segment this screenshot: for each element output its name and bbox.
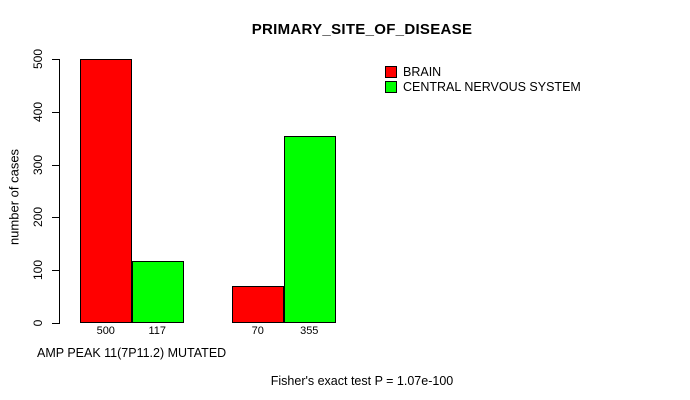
legend-label-central-nervous-system: CENTRAL NERVOUS SYSTEM [403, 79, 581, 94]
y-tick-400 [52, 111, 59, 113]
x-axis-group-label: AMP PEAK 11(7P11.2) MUTATED [37, 346, 227, 360]
legend-label-brain: BRAIN [403, 64, 442, 79]
legend-swatch-brain [385, 65, 397, 78]
legend: BRAIN CENTRAL NERVOUS SYSTEM [385, 64, 581, 94]
y-tick-0 [52, 323, 59, 324]
y-tick-label-300: 300 [31, 154, 45, 175]
bar-central-nervous-system-group1 [131, 261, 184, 323]
y-tick-100 [52, 270, 59, 272]
legend-item-brain: BRAIN [385, 64, 581, 79]
bar-value-label-500: 500 [96, 325, 115, 337]
bar-brain-group2 [232, 286, 284, 323]
legend-item-central-nervous-system: CENTRAL NERVOUS SYSTEM [385, 79, 581, 94]
y-tick-label-400: 400 [31, 101, 45, 122]
bar-central-nervous-system-group2 [283, 135, 336, 323]
bar-value-label-70: 70 [251, 325, 264, 337]
legend-swatch-central-nervous-system [385, 80, 397, 93]
y-tick-label-500: 500 [31, 48, 45, 70]
bar-value-label-355: 355 [300, 325, 319, 337]
y-tick-300 [52, 164, 59, 166]
y-tick-500 [52, 59, 59, 60]
fisher-test-annotation: Fisher's exact test P = 1.07e-100 [270, 374, 454, 388]
y-tick-label-100: 100 [31, 260, 45, 281]
y-tick-label-200: 200 [31, 207, 45, 228]
y-axis-line [59, 59, 60, 324]
chart-title: PRIMARY_SITE_OF_DISEASE [251, 21, 473, 38]
y-axis-title: number of cases [6, 148, 22, 246]
y-tick-label-0: 0 [31, 319, 45, 327]
bar-brain-group1 [80, 59, 132, 323]
y-tick-200 [52, 217, 59, 219]
bar-value-label-117: 117 [148, 325, 167, 337]
